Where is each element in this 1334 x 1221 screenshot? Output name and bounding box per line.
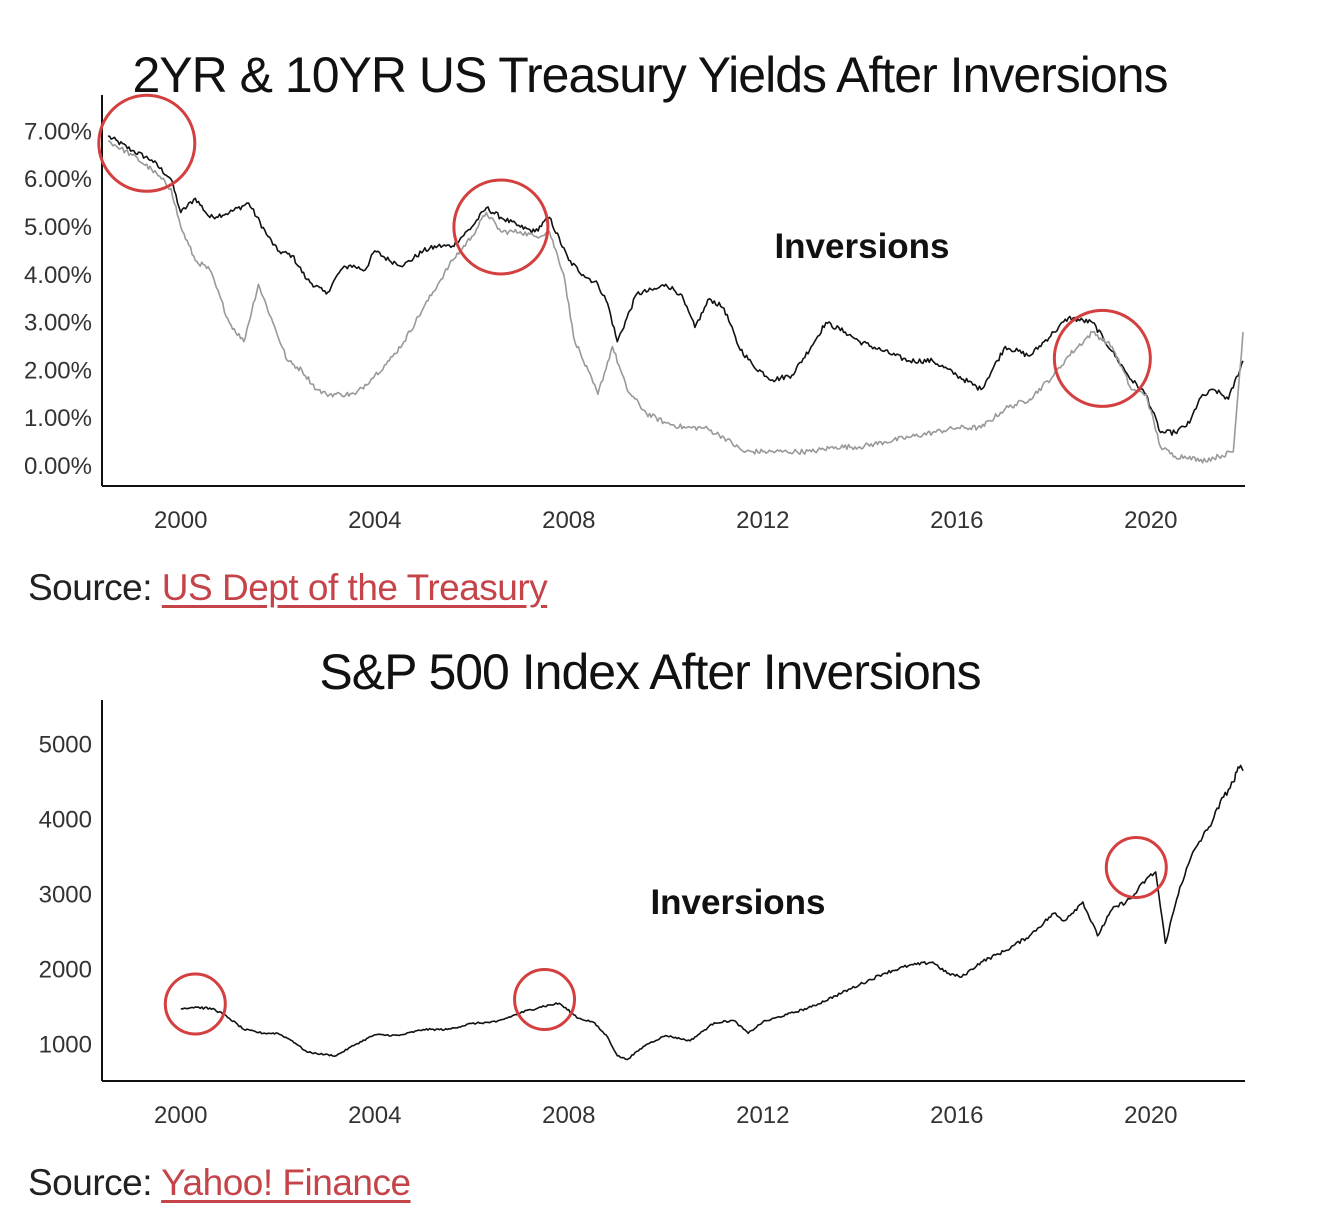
source-link-yahoo[interactable]: Yahoo! Finance [161,1162,411,1203]
x-tick-label: 2012 [736,507,789,534]
source-prefix: Source: [28,1162,162,1203]
inversion-highlight-circle [97,93,197,193]
y-tick-label: 6.00% [24,166,92,193]
y-tick-label: 0.00% [24,453,92,480]
inversion-highlight-circle [1052,308,1152,408]
x-tick-label: 2000 [154,1102,207,1129]
chart-panel-1: 1000 2000 3000 4000 5000 2000 2004 2008 2012 2016… [39,700,1245,1129]
y-tick-label: 1000 [39,1032,92,1059]
x-tick-label: 2020 [1124,507,1177,534]
series-line-0 [180,764,1244,1061]
source-line-yields: Source: US Dept of the Treasury [28,567,548,609]
inversion-highlight-circle [513,968,577,1031]
y-tick-label: 1.00% [24,405,92,432]
x-tick-label: 2020 [1124,1102,1177,1129]
source-link-treasury[interactable]: US Dept of the Treasury [161,567,548,608]
inversion-highlight-circle [163,972,227,1036]
x-tick-label: 2008 [542,1102,595,1129]
y-tick-label: 3000 [39,882,92,909]
source-line-sp500: Source: Yahoo! Finance [28,1162,411,1204]
y-tick-label: 7.00% [24,118,92,145]
inversion-highlight-circle [1104,836,1168,899]
chart-title-sp500: S&P 500 Index After Inversions [319,644,981,700]
y-tick-label: 5.00% [24,214,92,241]
series-line-0 [107,135,1244,436]
x-tick-label: 2016 [930,1102,983,1129]
x-tick-label: 2004 [348,507,401,534]
inversion-highlight-circle [452,178,550,276]
x-tick-label: 2012 [736,1102,789,1129]
x-tick-label: 2000 [154,507,207,534]
x-tick-label: 2016 [930,507,983,534]
source-prefix: Source: [28,567,162,608]
inversions-annotation: Inversions [774,227,949,266]
chart-panel-0: 0.00% 1.00% 2.00% 3.00% 4.00% 5.00% 6.00% 7.00%… [24,93,1245,534]
y-tick-label: 2000 [39,957,92,984]
x-tick-label: 2008 [542,507,595,534]
y-tick-label: 2.00% [24,357,92,384]
y-tick-label: 4.00% [24,262,92,289]
chart-title-yields: 2YR & 10YR US Treasury Yields After Inve… [132,47,1168,103]
inversions-annotation: Inversions [650,883,825,922]
y-tick-label: 4000 [39,807,92,834]
y-tick-label: 5000 [39,732,92,759]
series-line-1 [107,140,1244,464]
y-tick-label: 3.00% [24,310,92,337]
x-tick-label: 2004 [348,1102,401,1129]
